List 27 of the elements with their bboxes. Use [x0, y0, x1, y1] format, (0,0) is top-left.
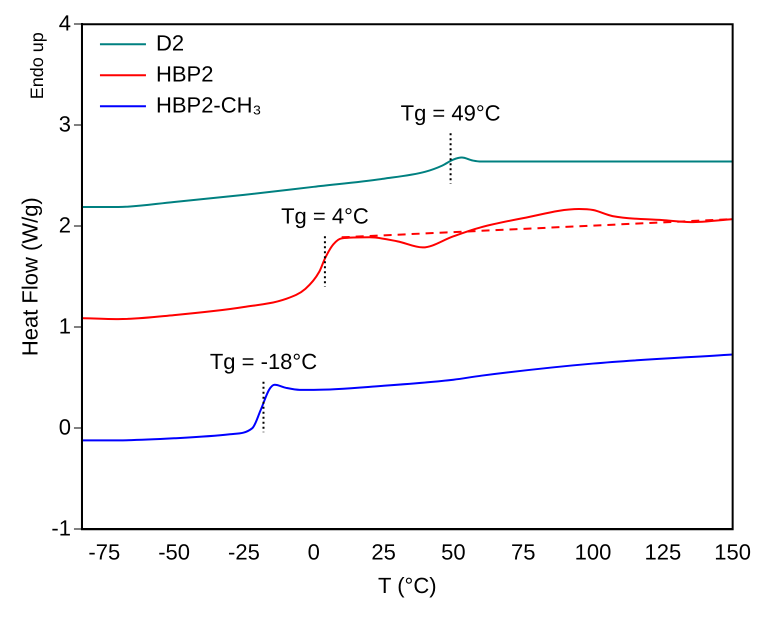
x-axis-title: T (°C)	[378, 572, 437, 598]
x-tick-label: 125	[644, 539, 682, 564]
y-tick-label: 3	[58, 111, 71, 136]
text: Endo up	[26, 32, 47, 100]
y-tick-label: 1	[58, 313, 71, 338]
x-tick-label: 100	[574, 539, 612, 564]
x-tick-label: -25	[228, 539, 260, 564]
x-tick-label: -75	[88, 539, 120, 564]
y-tick-label: 0	[58, 414, 71, 440]
annotation: Tg = -18°C	[210, 348, 318, 374]
y-tick-label: 4	[58, 10, 71, 36]
x-tick-label: 50	[441, 539, 466, 564]
x-tick-label: 25	[371, 539, 396, 564]
legend-label: HBP2	[156, 61, 214, 86]
y-tick-label: 2	[58, 212, 71, 238]
x-tick-label: -50	[158, 539, 190, 564]
y-tick-label: -1	[51, 515, 71, 540]
x-tick-label: 150	[714, 539, 752, 564]
legend-label: D2	[156, 30, 184, 56]
y-axis-title: Heat Flow (W/g)	[17, 197, 42, 356]
legend-label: HBP2-CH₃	[156, 92, 262, 118]
annotation: Tg = 49°C	[400, 100, 501, 126]
line-series	[82, 353, 733, 442]
annotation: Tg = 4°C	[281, 203, 369, 228]
x-tick-label: 75	[510, 539, 536, 564]
line-series	[82, 156, 733, 208]
x-tick-label: 0	[308, 539, 320, 564]
